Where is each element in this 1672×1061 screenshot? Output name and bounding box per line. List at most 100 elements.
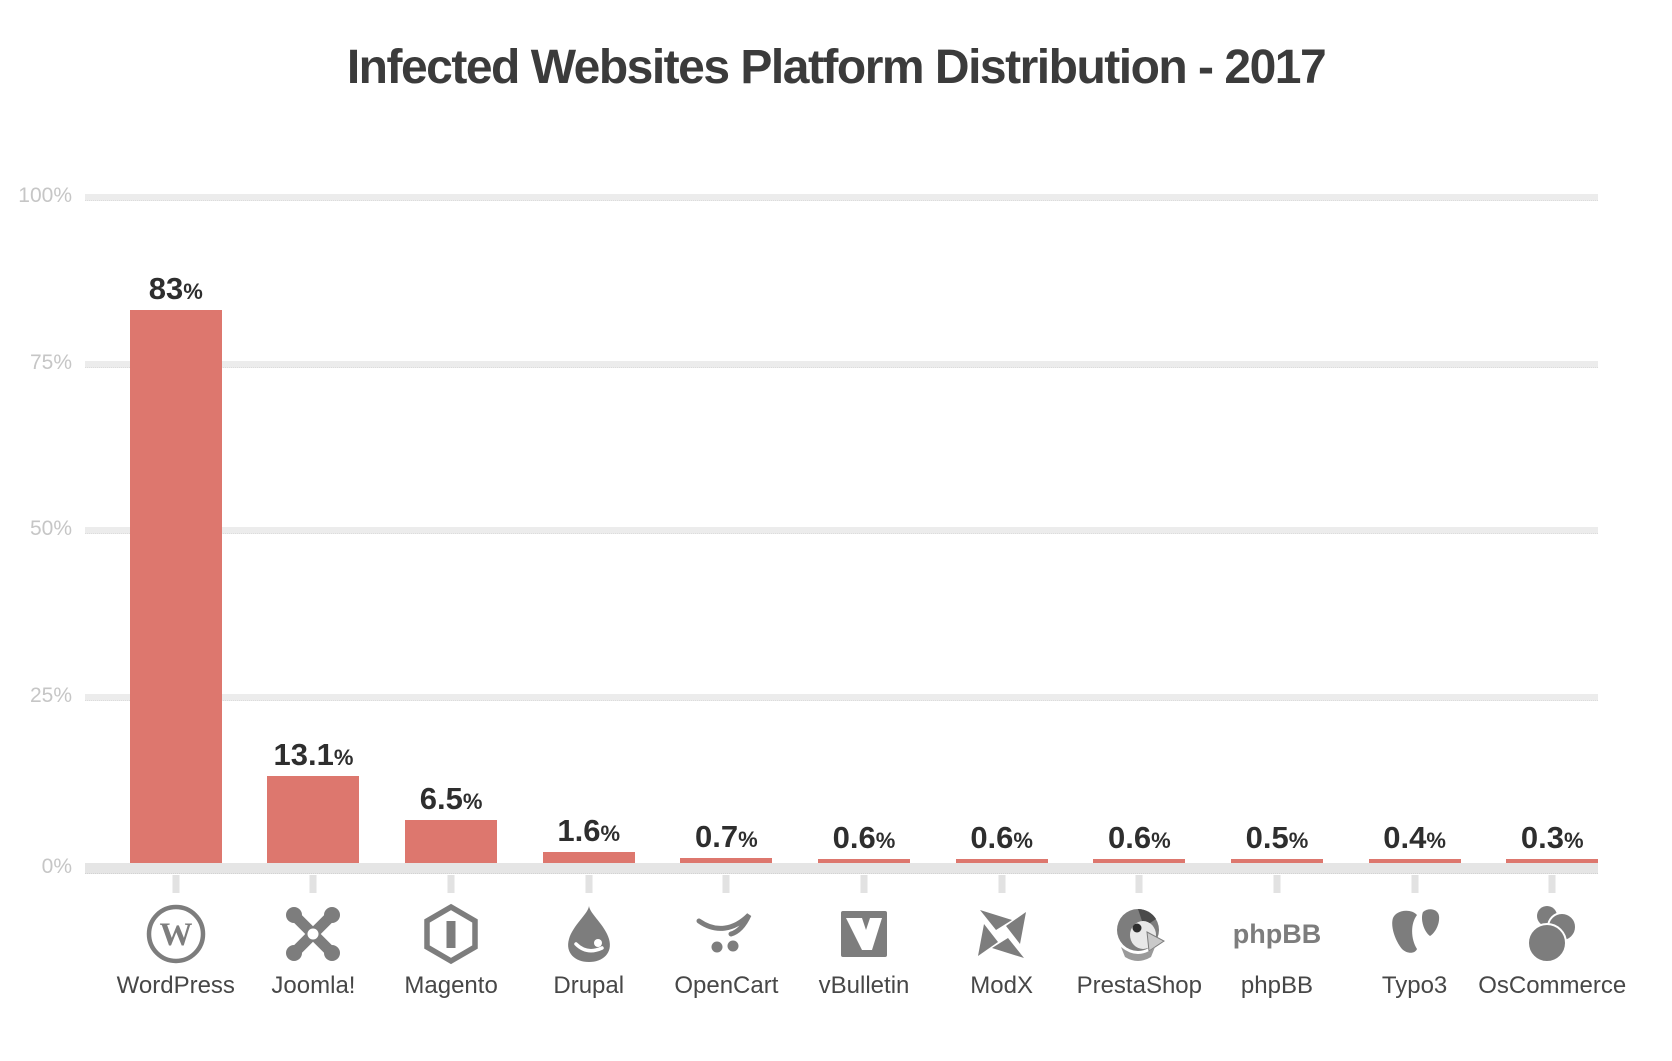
x-axis-tick bbox=[1548, 875, 1556, 893]
x-axis-tick bbox=[585, 875, 593, 893]
platform-label: PrestaShop bbox=[1076, 972, 1203, 999]
x-axis-tick bbox=[998, 875, 1006, 893]
platform-column: 0.5% phpBB bbox=[1208, 0, 1346, 1061]
bar-value-number: 0.3 bbox=[1520, 820, 1564, 855]
y-axis-tick-label: 100% bbox=[18, 184, 72, 207]
bar-value-percent-sign: % bbox=[1563, 828, 1584, 853]
modx-icon bbox=[933, 900, 1071, 968]
bar-value-percent-sign: % bbox=[1151, 828, 1171, 853]
y-axis-tick-label: 75% bbox=[29, 350, 72, 374]
bar bbox=[542, 852, 635, 863]
bar-value-percent-sign: % bbox=[333, 744, 354, 770]
bar-value-percent-sign: % bbox=[1288, 828, 1309, 853]
vbulletin-icon bbox=[795, 900, 933, 968]
platform-label: Typo3 bbox=[1381, 972, 1448, 999]
magento-icon bbox=[382, 900, 520, 968]
bars-area: 83% WordPress 13.1% Joomla! 6.5% Magento… bbox=[107, 0, 1627, 1061]
x-axis-tick bbox=[172, 875, 180, 893]
platform-column: 1.6% Drupal bbox=[520, 0, 658, 1061]
platform-label: Magento bbox=[404, 972, 498, 999]
bar-value-label: 0.6% bbox=[970, 822, 1033, 853]
bar bbox=[1506, 859, 1599, 863]
bar-value-percent-sign: % bbox=[600, 821, 621, 847]
platform-column: 0.6% vBulletin bbox=[795, 0, 933, 1061]
platform-label: OsCommerce bbox=[1478, 972, 1627, 999]
bar bbox=[267, 775, 360, 863]
platform-label: ModX bbox=[970, 972, 1034, 999]
gridline-75 bbox=[85, 360, 1598, 368]
y-axis-tick-label: 25% bbox=[29, 683, 72, 707]
bar-value-percent-sign: % bbox=[875, 828, 896, 853]
bar-value-number: 6.5 bbox=[419, 780, 463, 816]
x-axis-tick bbox=[447, 875, 455, 893]
x-axis-tick bbox=[1273, 875, 1281, 893]
platform-column: 0.4% Typo3 bbox=[1346, 0, 1484, 1061]
bar-value-label: 6.5% bbox=[420, 783, 483, 814]
prestashop-icon bbox=[1070, 900, 1208, 968]
phpbb-icon bbox=[1208, 900, 1346, 968]
bar-value-percent-sign: % bbox=[738, 827, 758, 853]
bar-value-label: 83% bbox=[149, 273, 203, 304]
platform-label: Joomla! bbox=[271, 972, 356, 999]
platform-column: 83% WordPress bbox=[107, 0, 245, 1061]
bar-value-percent-sign: % bbox=[1426, 828, 1446, 853]
opencart-icon bbox=[658, 900, 796, 968]
platform-column: 6.5% Magento bbox=[382, 0, 520, 1061]
x-axis-tick bbox=[309, 875, 317, 893]
bar-value-label: 1.6% bbox=[557, 815, 620, 846]
x-axis-tick bbox=[860, 875, 868, 893]
platform-column: 0.3% OsCommerce bbox=[1478, 0, 1626, 1061]
x-axis-tick bbox=[722, 875, 730, 893]
platform-column: 0.6% PrestaShop bbox=[1070, 0, 1208, 1061]
drupal-icon bbox=[520, 900, 658, 968]
bar-value-label: 13.1% bbox=[274, 739, 354, 770]
bar-value-percent-sign: % bbox=[183, 279, 203, 305]
bar-value-label: 0.6% bbox=[1108, 822, 1171, 853]
platform-column: 0.6% ModX bbox=[933, 0, 1071, 1061]
platform-label: Drupal bbox=[553, 972, 625, 999]
bar bbox=[680, 858, 773, 863]
typo3-icon bbox=[1346, 900, 1484, 968]
bar-value-number: 1.6 bbox=[557, 813, 601, 849]
bar bbox=[1230, 859, 1323, 863]
bar-value-label: 0.7% bbox=[695, 821, 758, 852]
oscommerce-icon bbox=[1483, 900, 1621, 968]
bar bbox=[129, 310, 222, 863]
bar-value-number: 13.1 bbox=[273, 736, 334, 772]
chart-title: Infected Websites Platform Distribution … bbox=[346, 41, 1327, 94]
bar-value-number: 0.6 bbox=[970, 820, 1014, 855]
bar-value-label: 0.6% bbox=[833, 822, 896, 853]
wordpress-icon bbox=[107, 900, 245, 968]
bar-value-number: 0.6 bbox=[832, 820, 876, 855]
bar-value-label: 0.5% bbox=[1246, 822, 1309, 853]
platform-label: WordPress bbox=[116, 972, 235, 999]
bar bbox=[1368, 859, 1461, 863]
platform-column: 0.7% OpenCart bbox=[658, 0, 796, 1061]
x-axis-line bbox=[85, 863, 1598, 874]
bar bbox=[405, 819, 498, 863]
bar-value-number: 83 bbox=[148, 271, 184, 307]
bar-value-label: 0.3% bbox=[1521, 822, 1584, 853]
bar bbox=[955, 859, 1048, 863]
bar bbox=[1093, 859, 1186, 863]
platform-label: OpenCart bbox=[674, 972, 779, 999]
bar-value-number: 0.6 bbox=[1107, 820, 1152, 855]
bar-value-percent-sign: % bbox=[1013, 828, 1033, 853]
bar-value-number: 0.7 bbox=[695, 819, 739, 855]
gridline-25 bbox=[85, 693, 1598, 701]
x-axis-tick bbox=[1411, 875, 1419, 893]
platform-label: phpBB bbox=[1240, 972, 1313, 999]
bar-value-number: 0.4 bbox=[1383, 820, 1427, 855]
joomla-icon bbox=[245, 900, 383, 968]
bar bbox=[818, 859, 911, 863]
y-axis-tick-label: 0% bbox=[41, 855, 72, 878]
platform-label: vBulletin bbox=[818, 972, 910, 999]
bar-value-label: 0.4% bbox=[1383, 822, 1446, 853]
x-axis-tick bbox=[1135, 875, 1143, 893]
bar-value-percent-sign: % bbox=[462, 788, 483, 814]
gridline-50 bbox=[85, 527, 1598, 534]
platform-column: 13.1% Joomla! bbox=[245, 0, 383, 1061]
bar-value-number: 0.5 bbox=[1245, 820, 1289, 855]
gridline-100 bbox=[85, 194, 1598, 201]
